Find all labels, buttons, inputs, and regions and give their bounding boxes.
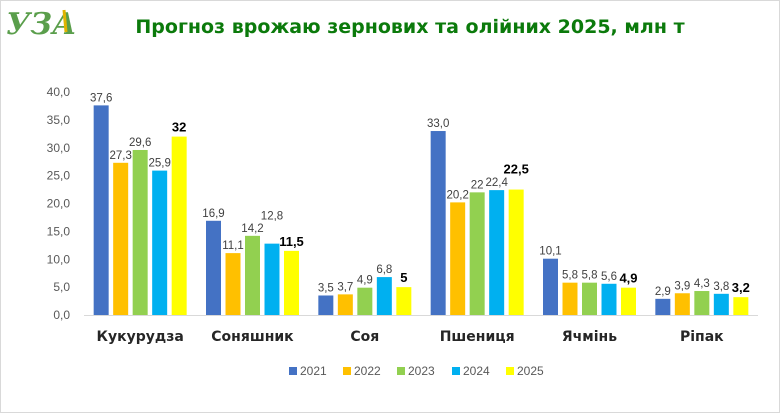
data-label: 2,9	[655, 286, 671, 298]
data-label: 11,1	[222, 240, 244, 252]
bar-2022	[225, 253, 241, 315]
data-label: 33,0	[427, 118, 449, 130]
bar-2022	[113, 162, 129, 315]
bar-2024	[489, 190, 505, 315]
data-label: 3,7	[337, 281, 353, 293]
data-label: 14,2	[241, 223, 263, 235]
bar-2021	[93, 105, 109, 315]
category-label: Ріпак	[680, 329, 724, 345]
data-label: 3,5	[318, 282, 334, 294]
bar-2023	[357, 287, 373, 315]
data-label: 27,3	[109, 150, 131, 162]
legend-label: 2024	[463, 364, 490, 378]
bar-2021	[655, 298, 671, 315]
bar-2023	[694, 291, 710, 315]
chart-title: Прогноз врожаю зернових та олійних 2025,…	[135, 16, 685, 38]
legend-label: 2023	[408, 364, 435, 378]
bar-2023	[582, 282, 597, 315]
legend-swatch	[343, 367, 351, 375]
data-label: 22	[471, 179, 484, 191]
data-label: 3,2	[732, 280, 750, 295]
bar-2022	[674, 293, 690, 315]
y-tick-label: 30,0	[47, 141, 71, 155]
bar-2023	[469, 192, 485, 315]
data-label: 5,8	[582, 270, 598, 282]
bar-2021	[430, 131, 446, 315]
y-tick-label: 40,0	[47, 85, 71, 99]
uza-logo: УЗА	[4, 4, 76, 46]
legend-swatch	[289, 367, 297, 375]
y-tick-label: 25,0	[47, 169, 71, 183]
legend-swatch	[397, 367, 405, 375]
legend-swatch	[452, 367, 460, 375]
data-label: 4,9	[357, 275, 373, 287]
y-tick-label: 5,0	[53, 280, 70, 294]
bar-2023	[132, 149, 148, 315]
data-label: 5	[400, 270, 407, 285]
data-label: 25,9	[148, 158, 170, 170]
y-tick-label: 35,0	[47, 113, 71, 127]
bar-2024	[601, 283, 617, 315]
data-label: 29,6	[129, 137, 151, 149]
category-label: Ячмінь	[562, 329, 617, 345]
bar-2022	[337, 294, 353, 315]
data-label: 22,4	[485, 177, 508, 189]
data-label: 16,9	[202, 208, 224, 220]
category-label: Соняшник	[211, 329, 294, 345]
bar-2024	[152, 170, 168, 315]
bar-2025	[508, 189, 524, 315]
bar-2025	[171, 136, 187, 315]
data-label: 4,3	[694, 278, 710, 290]
legend-swatch	[506, 367, 514, 375]
y-tick-label: 10,0	[47, 252, 71, 266]
legend-label: 2022	[354, 364, 381, 378]
bar-2025	[396, 287, 412, 315]
bar-2024	[376, 277, 392, 315]
data-label: 10,1	[539, 246, 561, 258]
data-label: 4,9	[619, 271, 637, 286]
legend-label: 2025	[517, 364, 544, 378]
bar-2022	[562, 282, 578, 315]
bar-2021	[206, 220, 221, 315]
bar-2021	[318, 295, 334, 315]
data-label: 37,6	[90, 92, 112, 104]
bar-2024	[713, 293, 729, 315]
data-label: 11,5	[279, 234, 304, 249]
legend-label: 2021	[300, 364, 327, 378]
y-tick-label: 15,0	[47, 224, 71, 238]
category-label: Кукурудза	[97, 329, 184, 345]
data-label: 20,2	[446, 189, 468, 201]
bar-2025	[284, 250, 299, 315]
y-tick-label: 20,0	[47, 197, 71, 211]
data-label: 5,6	[601, 271, 617, 283]
y-tick-label: 0,0	[53, 308, 70, 322]
data-label: 22,5	[504, 162, 529, 177]
data-label: 5,8	[562, 270, 578, 282]
category-label: Соя	[350, 329, 379, 345]
bar-2025	[621, 287, 636, 315]
data-label: 3,9	[674, 280, 690, 292]
bar-2024	[264, 243, 280, 315]
data-label: 3,8	[713, 281, 729, 293]
bar-2023	[245, 235, 260, 315]
data-label: 12,8	[261, 211, 283, 223]
bar-2021	[543, 258, 558, 315]
data-label: 6,8	[376, 264, 392, 276]
bar-2022	[450, 202, 466, 315]
bar-2025	[733, 297, 749, 315]
category-label: Пшениця	[440, 329, 515, 345]
data-label: 32	[172, 120, 186, 135]
